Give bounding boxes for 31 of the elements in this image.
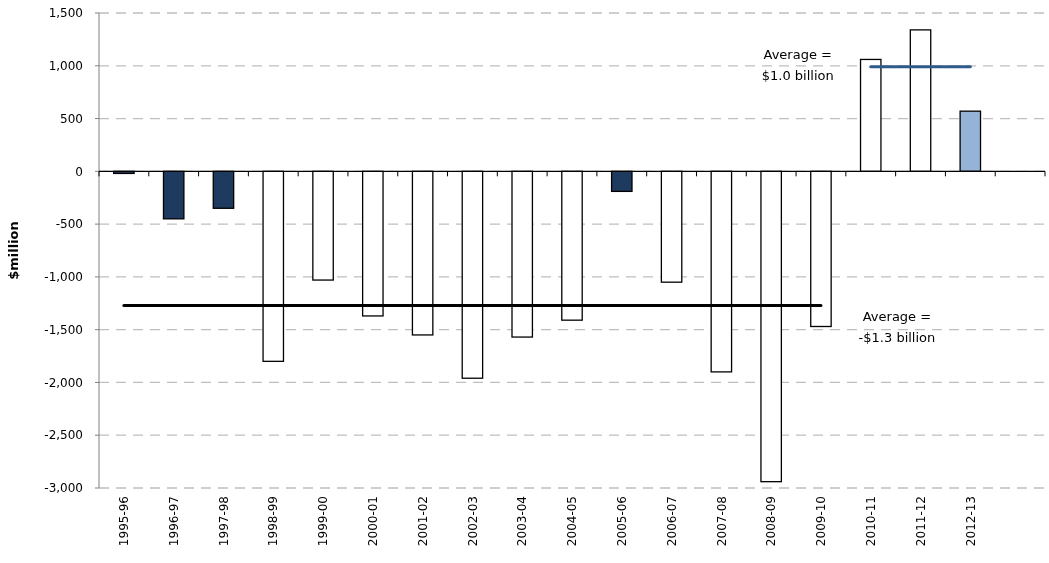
x-tick-label: 1995-96 <box>117 496 132 547</box>
y-tick-label: 1,000 <box>48 58 83 73</box>
y-tick-label: 0 <box>75 164 83 179</box>
y-tick-label: -2,000 <box>44 375 83 390</box>
y-tick-label: 1,500 <box>48 6 83 21</box>
x-tick-label: 2004-05 <box>565 496 580 547</box>
x-tick-label: 2009-10 <box>814 496 829 547</box>
y-axis-title: $million <box>5 221 21 280</box>
x-tick-label: 2005-06 <box>614 496 629 547</box>
y-tick-label: 500 <box>60 111 83 126</box>
x-tick-label: 1996-97 <box>166 496 181 547</box>
x-tick-label: 2012-13 <box>963 496 978 547</box>
x-tick-label: 2010-11 <box>863 496 878 547</box>
x-tick-label: 1998-99 <box>266 496 281 547</box>
x-tick-label: 1999-00 <box>316 496 331 547</box>
y-tick-label: -2,500 <box>44 428 83 443</box>
x-tick-label: 2001-02 <box>415 496 430 547</box>
x-tick-label: 2007-08 <box>714 496 729 547</box>
annotation: Average = -$1.3 billion <box>858 309 936 346</box>
y-tick-label: -1,000 <box>44 270 83 285</box>
y-tick-label: -1,500 <box>44 322 83 337</box>
x-tick-label: 2006-07 <box>664 496 679 547</box>
y-tick-label: -500 <box>55 217 83 232</box>
x-tick-label: 2002-03 <box>465 496 480 547</box>
x-tick-label: 1997-98 <box>216 496 231 547</box>
x-tick-label: 2000-01 <box>366 496 381 547</box>
y-tick-label: -3,000 <box>44 481 83 496</box>
x-tick-label: 2008-09 <box>764 496 779 547</box>
annotation: Average = $1.0 billion <box>761 46 834 83</box>
x-tick-label: 2011-12 <box>913 496 928 547</box>
x-tick-label: 2003-04 <box>515 496 530 547</box>
